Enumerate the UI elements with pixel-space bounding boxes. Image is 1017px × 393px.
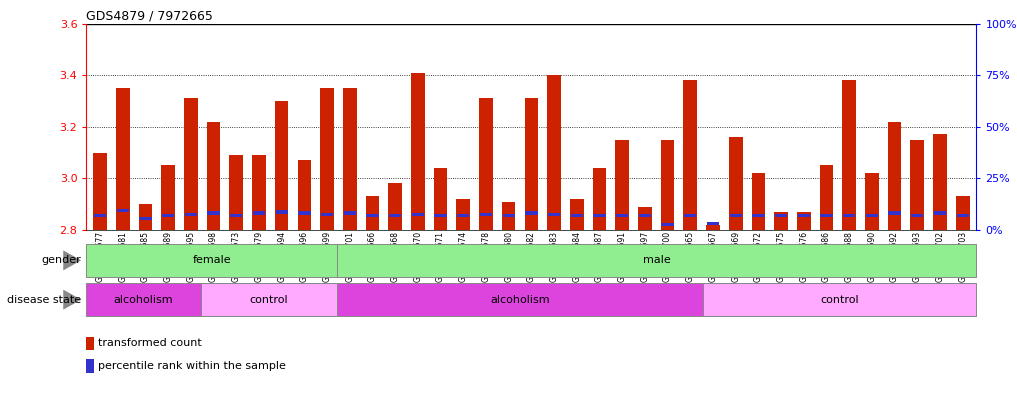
Text: control: control <box>249 295 288 305</box>
Bar <box>298 211 310 215</box>
Text: disease state: disease state <box>7 295 81 305</box>
Bar <box>729 214 741 217</box>
Bar <box>230 155 243 230</box>
Bar <box>253 211 265 215</box>
Bar <box>411 73 425 230</box>
Text: male: male <box>643 255 671 265</box>
Bar <box>752 173 765 230</box>
Bar <box>501 202 516 230</box>
Bar <box>344 211 356 215</box>
Bar <box>821 214 833 217</box>
Bar <box>548 213 560 216</box>
Bar <box>275 101 289 230</box>
Bar <box>707 222 719 225</box>
Bar <box>683 80 697 230</box>
Bar <box>366 196 379 230</box>
Bar <box>865 214 878 217</box>
Bar <box>162 214 174 217</box>
Bar <box>390 214 402 217</box>
Bar <box>661 140 674 230</box>
Bar <box>797 212 811 230</box>
Bar <box>298 160 311 230</box>
Bar <box>570 199 584 230</box>
Bar <box>729 137 742 230</box>
Text: alcoholism: alcoholism <box>114 295 173 305</box>
Bar <box>638 207 652 230</box>
Bar <box>661 223 673 226</box>
Bar <box>934 211 946 215</box>
Bar <box>338 244 976 277</box>
Bar <box>956 196 969 230</box>
Bar <box>86 337 95 350</box>
Bar <box>184 98 197 230</box>
Bar <box>338 283 703 316</box>
Bar <box>434 214 446 217</box>
Bar <box>502 214 515 217</box>
Bar <box>117 209 129 212</box>
Bar <box>820 165 833 230</box>
Bar <box>276 210 288 213</box>
Bar <box>911 214 923 217</box>
Bar <box>774 212 788 230</box>
Bar <box>94 214 106 217</box>
Bar <box>706 225 720 230</box>
Bar <box>412 213 424 216</box>
Bar <box>185 213 197 216</box>
Bar <box>639 214 651 217</box>
Text: gender: gender <box>42 255 81 265</box>
Bar <box>479 98 493 230</box>
Text: alcoholism: alcoholism <box>490 295 550 305</box>
Bar <box>139 217 152 220</box>
Bar <box>957 214 969 217</box>
Polygon shape <box>63 250 81 270</box>
Text: transformed count: transformed count <box>98 338 201 348</box>
Bar <box>200 283 338 316</box>
Bar <box>842 80 856 230</box>
Bar <box>547 75 561 230</box>
Bar <box>86 244 338 277</box>
Bar <box>138 204 153 230</box>
Bar <box>388 184 402 230</box>
Text: GDS4879 / 7972665: GDS4879 / 7972665 <box>86 10 214 23</box>
Bar <box>888 121 901 230</box>
Bar <box>934 134 947 230</box>
Bar <box>525 211 538 215</box>
Bar <box>434 168 447 230</box>
Bar <box>230 214 242 217</box>
Bar <box>480 213 492 216</box>
Polygon shape <box>63 290 81 310</box>
Bar <box>616 214 629 217</box>
Bar <box>116 88 129 230</box>
Bar <box>94 152 107 230</box>
Bar <box>593 214 605 217</box>
Bar <box>343 88 357 230</box>
Bar <box>86 283 200 316</box>
Bar <box>321 213 334 216</box>
Bar <box>571 214 583 217</box>
Bar <box>207 211 220 215</box>
Bar <box>252 155 265 230</box>
Bar <box>910 140 924 230</box>
Text: control: control <box>820 295 858 305</box>
Bar <box>366 214 378 217</box>
Bar <box>703 283 976 316</box>
Bar <box>593 168 606 230</box>
Bar <box>889 211 901 215</box>
Bar <box>525 98 538 230</box>
Bar <box>775 214 787 217</box>
Bar <box>753 214 765 217</box>
Bar <box>206 121 221 230</box>
Bar <box>797 214 810 217</box>
Bar <box>86 359 95 373</box>
Bar <box>843 214 855 217</box>
Text: female: female <box>192 255 231 265</box>
Text: percentile rank within the sample: percentile rank within the sample <box>98 361 286 371</box>
Bar <box>320 88 334 230</box>
Bar <box>865 173 879 230</box>
Bar <box>684 214 697 217</box>
Bar <box>458 214 470 217</box>
Bar <box>457 199 470 230</box>
Bar <box>615 140 629 230</box>
Bar <box>162 165 175 230</box>
